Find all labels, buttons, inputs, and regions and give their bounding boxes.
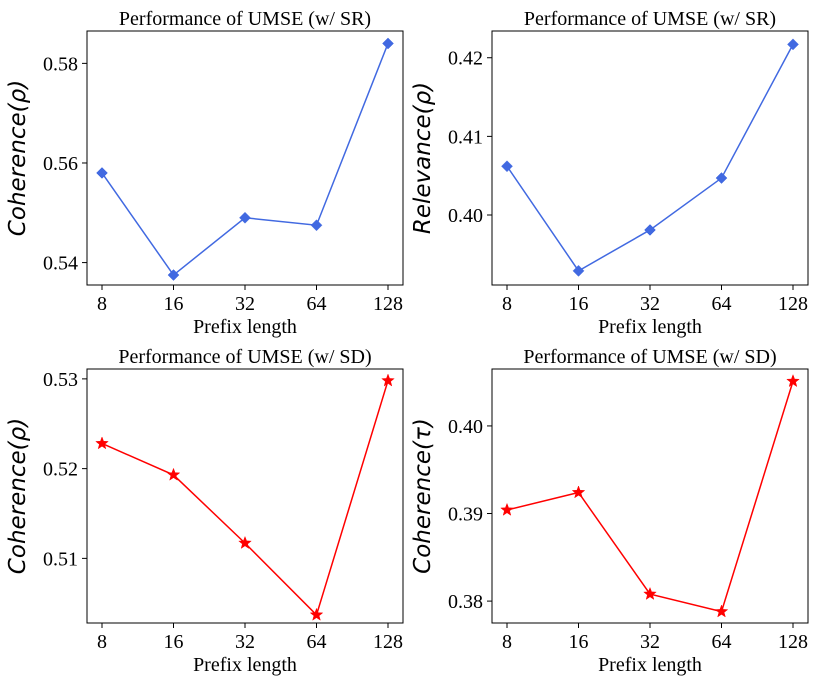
x-axis-label: Prefix length [598,654,702,676]
data-point-64 [714,604,729,618]
y-tick-label: 0.40 [448,416,483,438]
data-point-64 [715,172,728,184]
data-point-32 [644,224,656,236]
y-axis-label: Relevance(ρ) [410,82,436,234]
x-tick-label: 16 [569,631,589,653]
y-axis-label: Coherence(τ) [410,418,436,574]
chart-title: Performance of UMSE (w/ SD) [118,346,371,368]
y-tick-label: 0.51 [43,548,78,570]
data-point-128 [786,374,800,388]
x-tick-label: 32 [640,631,660,653]
x-tick-label: 64 [307,631,327,653]
y-tick-label: 0.38 [448,591,483,613]
y-tick-label: 0.40 [448,205,483,227]
data-point-128 [787,38,799,51]
data-point-16 [167,269,180,281]
x-axis-label: Prefix length [193,654,297,676]
y-tick-label: 0.42 [448,48,483,70]
x-tick-label: 16 [164,631,184,653]
x-tick-label: 128 [373,293,403,315]
y-tick-label: 0.56 [43,153,78,175]
y-tick-label: 0.53 [43,369,78,391]
x-tick-label: 64 [712,293,732,315]
x-tick-label: 8 [502,293,512,315]
y-tick-label: 0.39 [448,504,483,526]
y-tick-label: 0.58 [43,53,78,75]
chart-panel-1: Performance of UMSE (w/ SR) 8 16 32 64 128 0.5… [5,8,404,338]
x-tick-label: 128 [778,631,808,653]
x-axis-label: Prefix length [193,316,297,338]
x-tick-label: 8 [97,293,107,315]
data-point-128 [382,37,394,50]
y-tick-label: 0.41 [448,126,483,148]
data-point-16 [166,467,181,481]
chart-title: Performance of UMSE (w/ SD) [523,346,776,368]
x-axis-label: Prefix length [598,316,702,338]
data-point-8 [501,160,513,173]
x-tick-label: 128 [373,631,403,653]
chart-panel-2: Performance of UMSE (w/ SR) 8 16 32 64 128 0.4… [410,8,809,338]
x-tick-label: 64 [712,631,732,653]
plot-frame [86,368,404,624]
data-point-8 [96,167,108,179]
series-line [101,380,389,617]
plot-frame [491,30,809,286]
data-point-32 [643,586,657,600]
series-line [506,381,794,613]
x-tick-label: 128 [778,293,808,315]
x-tick-label: 64 [307,293,327,315]
chart-title: Performance of UMSE (w/ SR) [119,8,371,30]
x-tick-label: 16 [569,293,589,315]
chart-title: Performance of UMSE (w/ SR) [524,8,776,30]
x-tick-label: 32 [235,293,255,315]
data-point-128 [381,373,395,387]
x-tick-label: 8 [502,631,512,653]
data-point-64 [310,219,323,232]
x-tick-label: 16 [164,293,184,315]
data-point-16 [571,485,586,499]
data-point-16 [572,264,585,277]
plot-frame [86,30,404,286]
data-point-32 [239,211,251,224]
y-tick-label: 0.52 [43,459,78,481]
x-tick-label: 8 [97,631,107,653]
y-axis-label: Coherence(ρ) [5,418,31,574]
x-tick-label: 32 [235,631,255,653]
data-point-8 [95,436,109,450]
plot-frame [491,368,809,624]
series-line [506,44,794,272]
y-axis-label: Coherence(ρ) [5,80,31,236]
series-line [101,43,389,277]
y-tick-label: 0.54 [43,253,78,275]
data-point-64 [309,607,324,621]
data-point-32 [238,535,252,549]
chart-panel-3: Performance of UMSE (w/ SD) 8 16 32 64 128 0.5… [5,346,404,676]
x-tick-label: 32 [640,293,660,315]
chart-panel-4: Performance of UMSE (w/ SD) 8 16 32 64 128 0.3… [410,346,809,676]
data-point-8 [500,502,514,516]
